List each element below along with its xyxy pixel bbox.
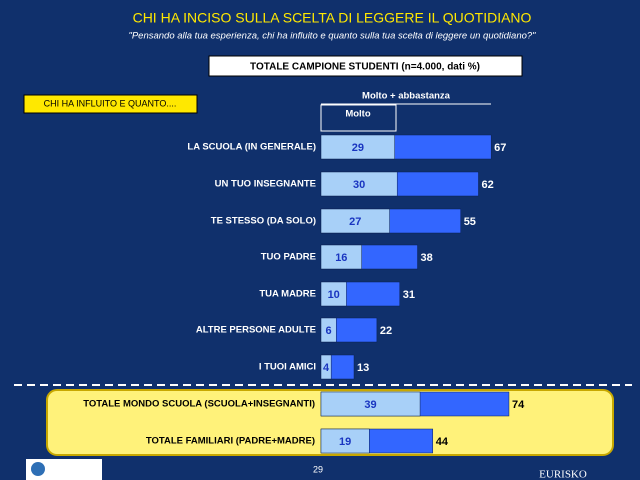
molto-label: 27 (349, 216, 361, 228)
molto-label: 39 (364, 399, 376, 411)
molto-label: 6 (326, 325, 332, 337)
bar (320, 354, 332, 380)
total-label: 67 (494, 142, 506, 154)
bar (320, 134, 395, 160)
total-label: 62 (481, 179, 493, 191)
legend-molto: Molto (345, 109, 371, 120)
sample-note: TOTALE CAMPIONE STUDENTI (n=4.000, dati … (250, 62, 480, 73)
page-number: 29 (313, 464, 323, 474)
category-label: TE STESSO (DA SOLO) (211, 216, 316, 227)
category-label: ALTRE PERSONE ADULTE (196, 325, 316, 336)
category-label: TOTALE MONDO SCUOLA (SCUOLA+INSEGNANTI) (83, 399, 315, 410)
total-label: 38 (421, 252, 433, 264)
molto-label: 19 (339, 436, 351, 448)
category-label: I TUOI AMICI (259, 362, 316, 373)
subtitle: "Pensando alla tua esperienza, chi ha in… (128, 31, 536, 42)
category-label: LA SCUOLA (IN GENERALE) (187, 142, 316, 153)
molto-label: 30 (353, 179, 365, 191)
bar (320, 281, 347, 307)
category-label: TUO PADRE (261, 252, 316, 263)
total-label: 74 (512, 399, 525, 411)
bar (320, 208, 390, 234)
legend-molto-box (320, 104, 397, 132)
bar (320, 391, 421, 417)
total-label: 44 (436, 436, 449, 448)
category-label: UN TUO INSEGNANTE (215, 179, 316, 190)
logo-mark (31, 462, 45, 476)
molto-label: 4 (323, 362, 330, 374)
bar (320, 428, 370, 454)
molto-label: 29 (352, 142, 364, 154)
total-label: 13 (357, 362, 369, 374)
molto-label: 10 (328, 289, 340, 301)
total-label: 55 (464, 216, 476, 228)
bar (320, 317, 337, 343)
bar (320, 244, 362, 270)
bar (320, 171, 398, 197)
brand: EURISKO (539, 469, 587, 480)
total-label: 31 (403, 289, 415, 301)
total-label: 22 (380, 325, 392, 337)
question-label: CHI HA INFLUITO E QUANTO.... (44, 98, 177, 108)
chart-title: CHI HA INCISO SULLA SCELTA DI LEGGERE IL… (133, 10, 532, 26)
molto-label: 16 (335, 252, 347, 264)
legend-total: Molto + abbastanza (362, 91, 451, 102)
category-label: TOTALE FAMILIARI (PADRE+MADRE) (146, 436, 315, 447)
category-label: TUA MADRE (259, 289, 316, 300)
question-box (23, 94, 198, 114)
sample-box (208, 55, 523, 77)
logo (26, 459, 102, 480)
